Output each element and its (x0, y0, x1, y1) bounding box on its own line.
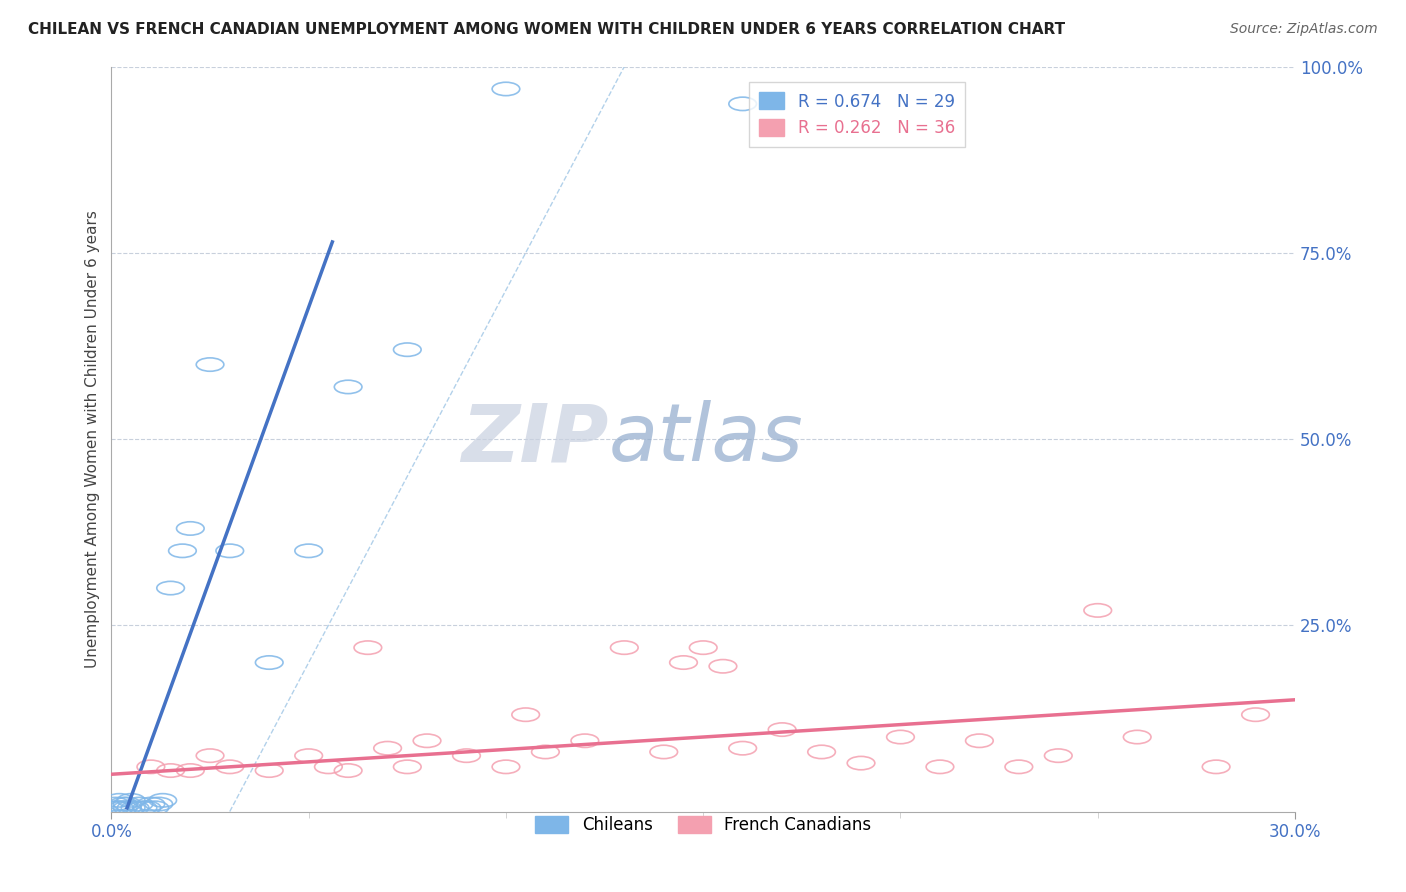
Legend: Chileans, French Canadians: Chileans, French Canadians (529, 809, 879, 840)
Y-axis label: Unemployment Among Women with Children Under 6 years: Unemployment Among Women with Children U… (86, 211, 100, 668)
Text: ZIP: ZIP (461, 400, 609, 478)
Text: CHILEAN VS FRENCH CANADIAN UNEMPLOYMENT AMONG WOMEN WITH CHILDREN UNDER 6 YEARS : CHILEAN VS FRENCH CANADIAN UNEMPLOYMENT … (28, 22, 1066, 37)
Text: atlas: atlas (609, 400, 803, 478)
Text: Source: ZipAtlas.com: Source: ZipAtlas.com (1230, 22, 1378, 37)
